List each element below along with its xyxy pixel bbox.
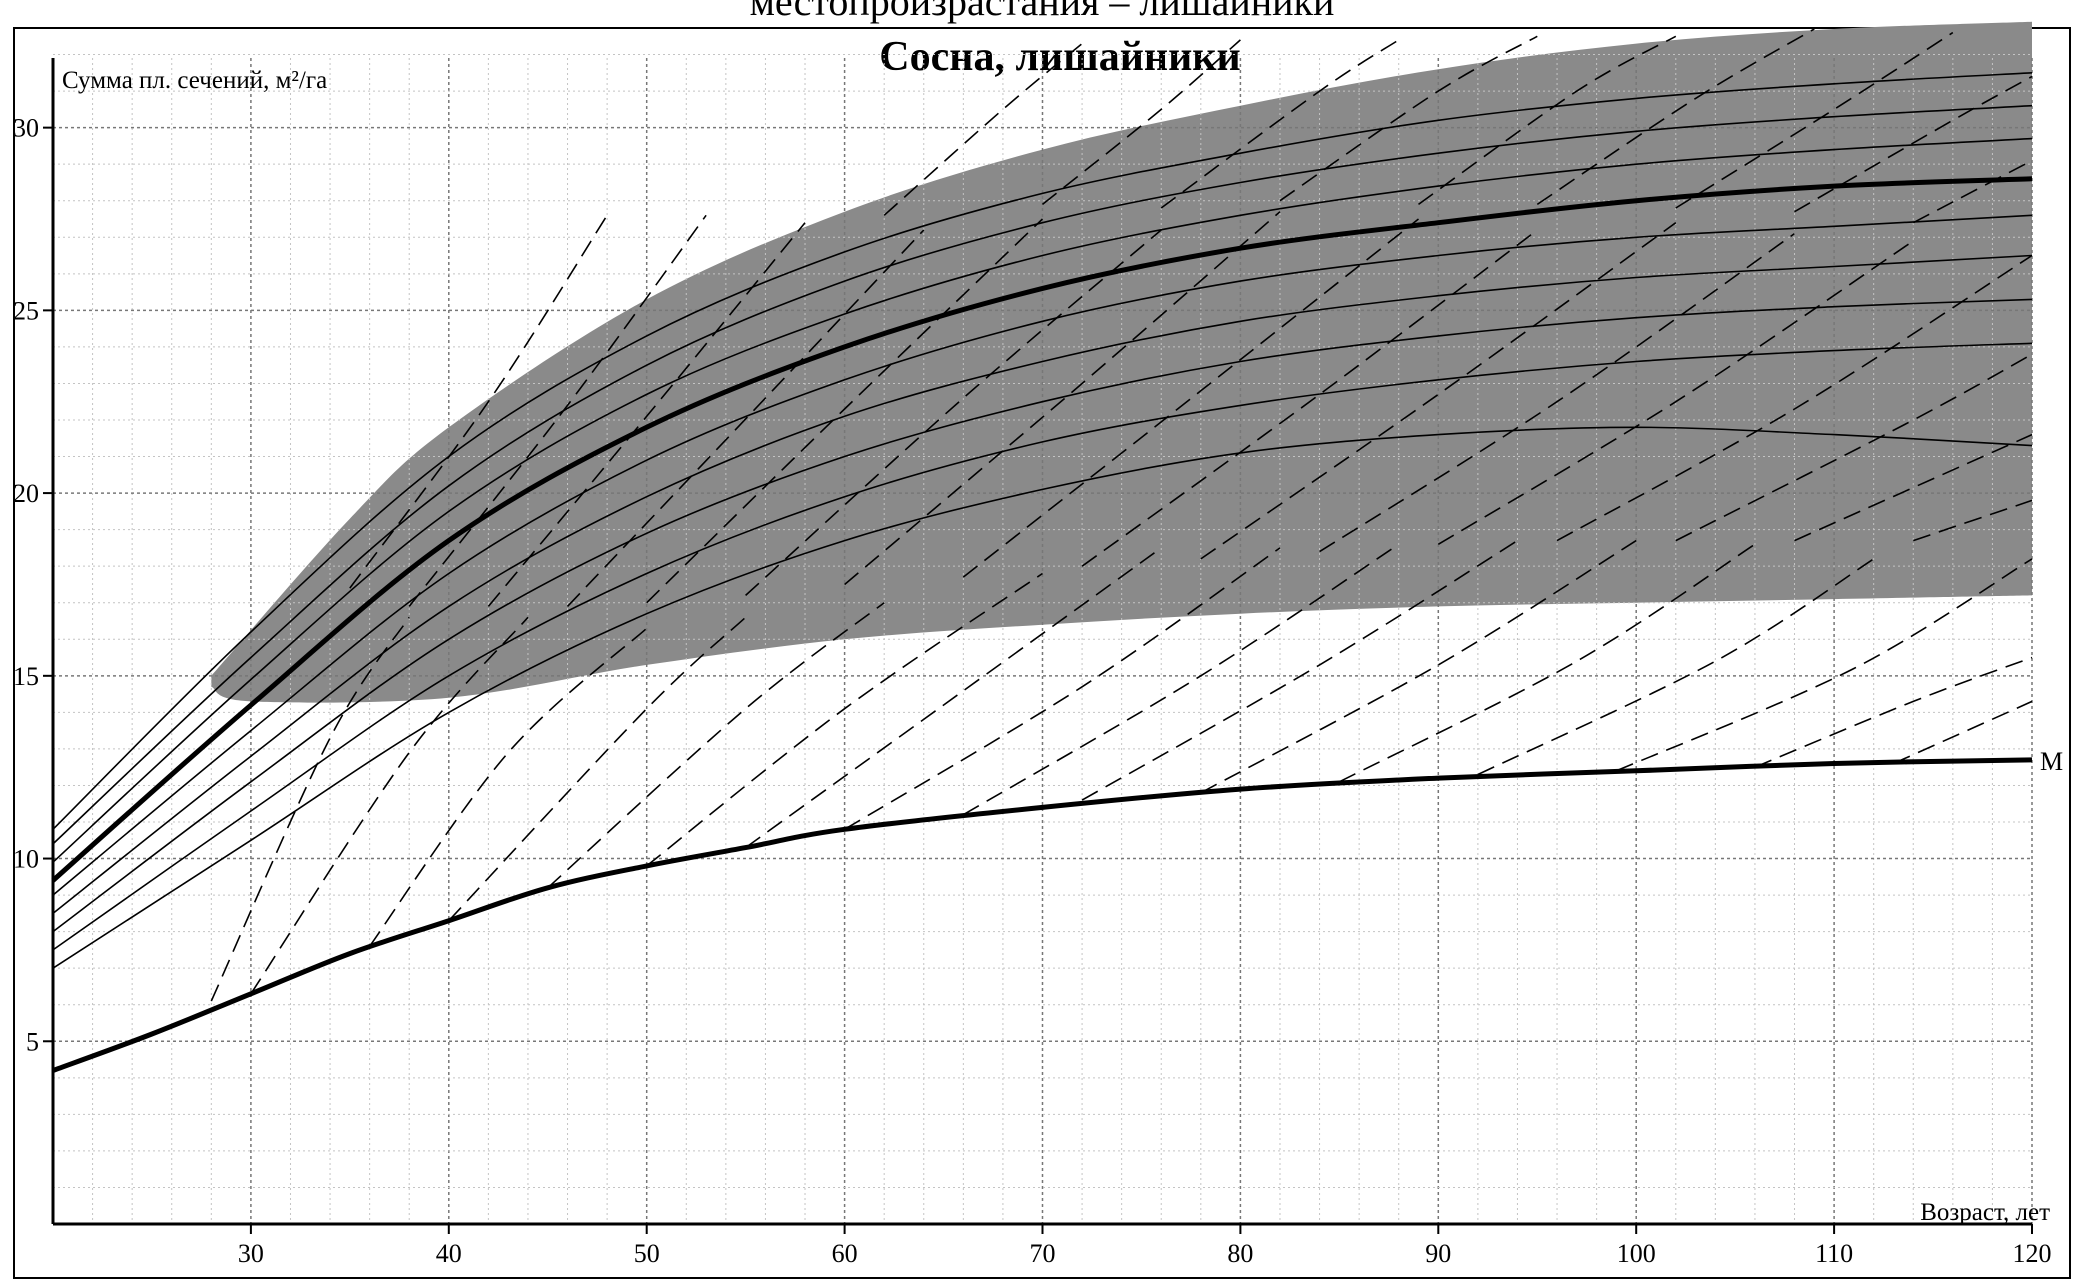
y-tick-label: 15 [13, 662, 39, 691]
shaded-band [211, 21, 2032, 703]
chart-title: Сосна, лишайники [879, 34, 1240, 80]
top-caption: местопроизрастания – лишайники [749, 0, 1335, 24]
dashed-line [883, 42, 1083, 216]
y-tick-label: 25 [13, 296, 39, 325]
dashed-line [1477, 558, 1875, 776]
chart-frame [13, 27, 2071, 1279]
series-label-m: M [2040, 747, 2063, 776]
x-tick-label: 120 [2013, 1239, 2052, 1268]
dashed-line [1794, 75, 2033, 213]
dashed-line [1200, 539, 1637, 794]
dashed-line [1616, 558, 2033, 772]
dashed-line [566, 229, 925, 607]
dashed-line [1536, 28, 1815, 206]
dashed-line [844, 211, 1281, 586]
dashed-line [1437, 240, 1914, 545]
x-tick-label: 60 [832, 1239, 858, 1268]
dashed-line [1200, 222, 1677, 560]
dashed-line [250, 616, 529, 995]
dashed-line [448, 616, 747, 922]
y-tick-label: 20 [13, 479, 39, 508]
series-line [52, 72, 2033, 830]
x-axis-title: Возраст, лет [1920, 1199, 2050, 1226]
dashed-line [1913, 499, 2033, 542]
series-line [52, 342, 2033, 951]
series-line [51, 176, 2033, 883]
x-tick-label: 110 [1815, 1239, 1853, 1268]
series-line [52, 137, 2033, 863]
x-tick-label: 70 [1030, 1239, 1056, 1268]
dashed-line [646, 218, 1044, 604]
dashed-line [368, 627, 648, 947]
x-tick-label: 50 [634, 1239, 660, 1268]
dashed-line [1160, 39, 1400, 209]
y-tick-label: 5 [26, 1027, 39, 1056]
x-tick-label: 30 [238, 1239, 264, 1268]
series-line [52, 254, 2033, 915]
dashed-line [210, 616, 410, 1002]
x-tick-label: 100 [1617, 1239, 1656, 1268]
dashed-line [1041, 39, 1241, 206]
x-tick-label: 90 [1425, 1239, 1451, 1268]
series-line [52, 104, 2033, 845]
dashed-line [1081, 229, 1538, 567]
dashed-line [1675, 353, 2033, 542]
dashed-line [547, 602, 885, 889]
dashed-line [1319, 232, 1795, 553]
dashed-line [1912, 159, 2033, 224]
y-tick-label: 10 [13, 845, 39, 874]
series-line [52, 214, 2033, 896]
dashed-line [1081, 539, 1518, 801]
dashed-line [646, 572, 1043, 867]
series-line-m [52, 757, 2033, 1073]
dashed-line [1754, 656, 2033, 768]
dashed-line [349, 214, 608, 589]
series-line [52, 298, 2033, 933]
dashed-line [1675, 31, 1954, 209]
y-tick-label: 30 [13, 114, 39, 143]
dashed-line [1893, 700, 2033, 765]
y-axis-title: Сумма пл. сечений, м²/га [62, 67, 327, 94]
dashed-line [962, 218, 1419, 578]
dashed-line [487, 222, 806, 607]
dashed-line [745, 547, 1162, 849]
dashed-line [1279, 35, 1538, 202]
series-line [52, 426, 2033, 969]
x-tick-label: 80 [1227, 1239, 1253, 1268]
x-tick-label: 40 [436, 1239, 462, 1268]
dashed-line [962, 543, 1400, 816]
dashed-line [408, 214, 707, 607]
dashed-line [1418, 35, 1677, 206]
dashed-line [844, 547, 1281, 830]
dashed-line [1338, 543, 1756, 783]
dashed-line [1556, 254, 2033, 542]
